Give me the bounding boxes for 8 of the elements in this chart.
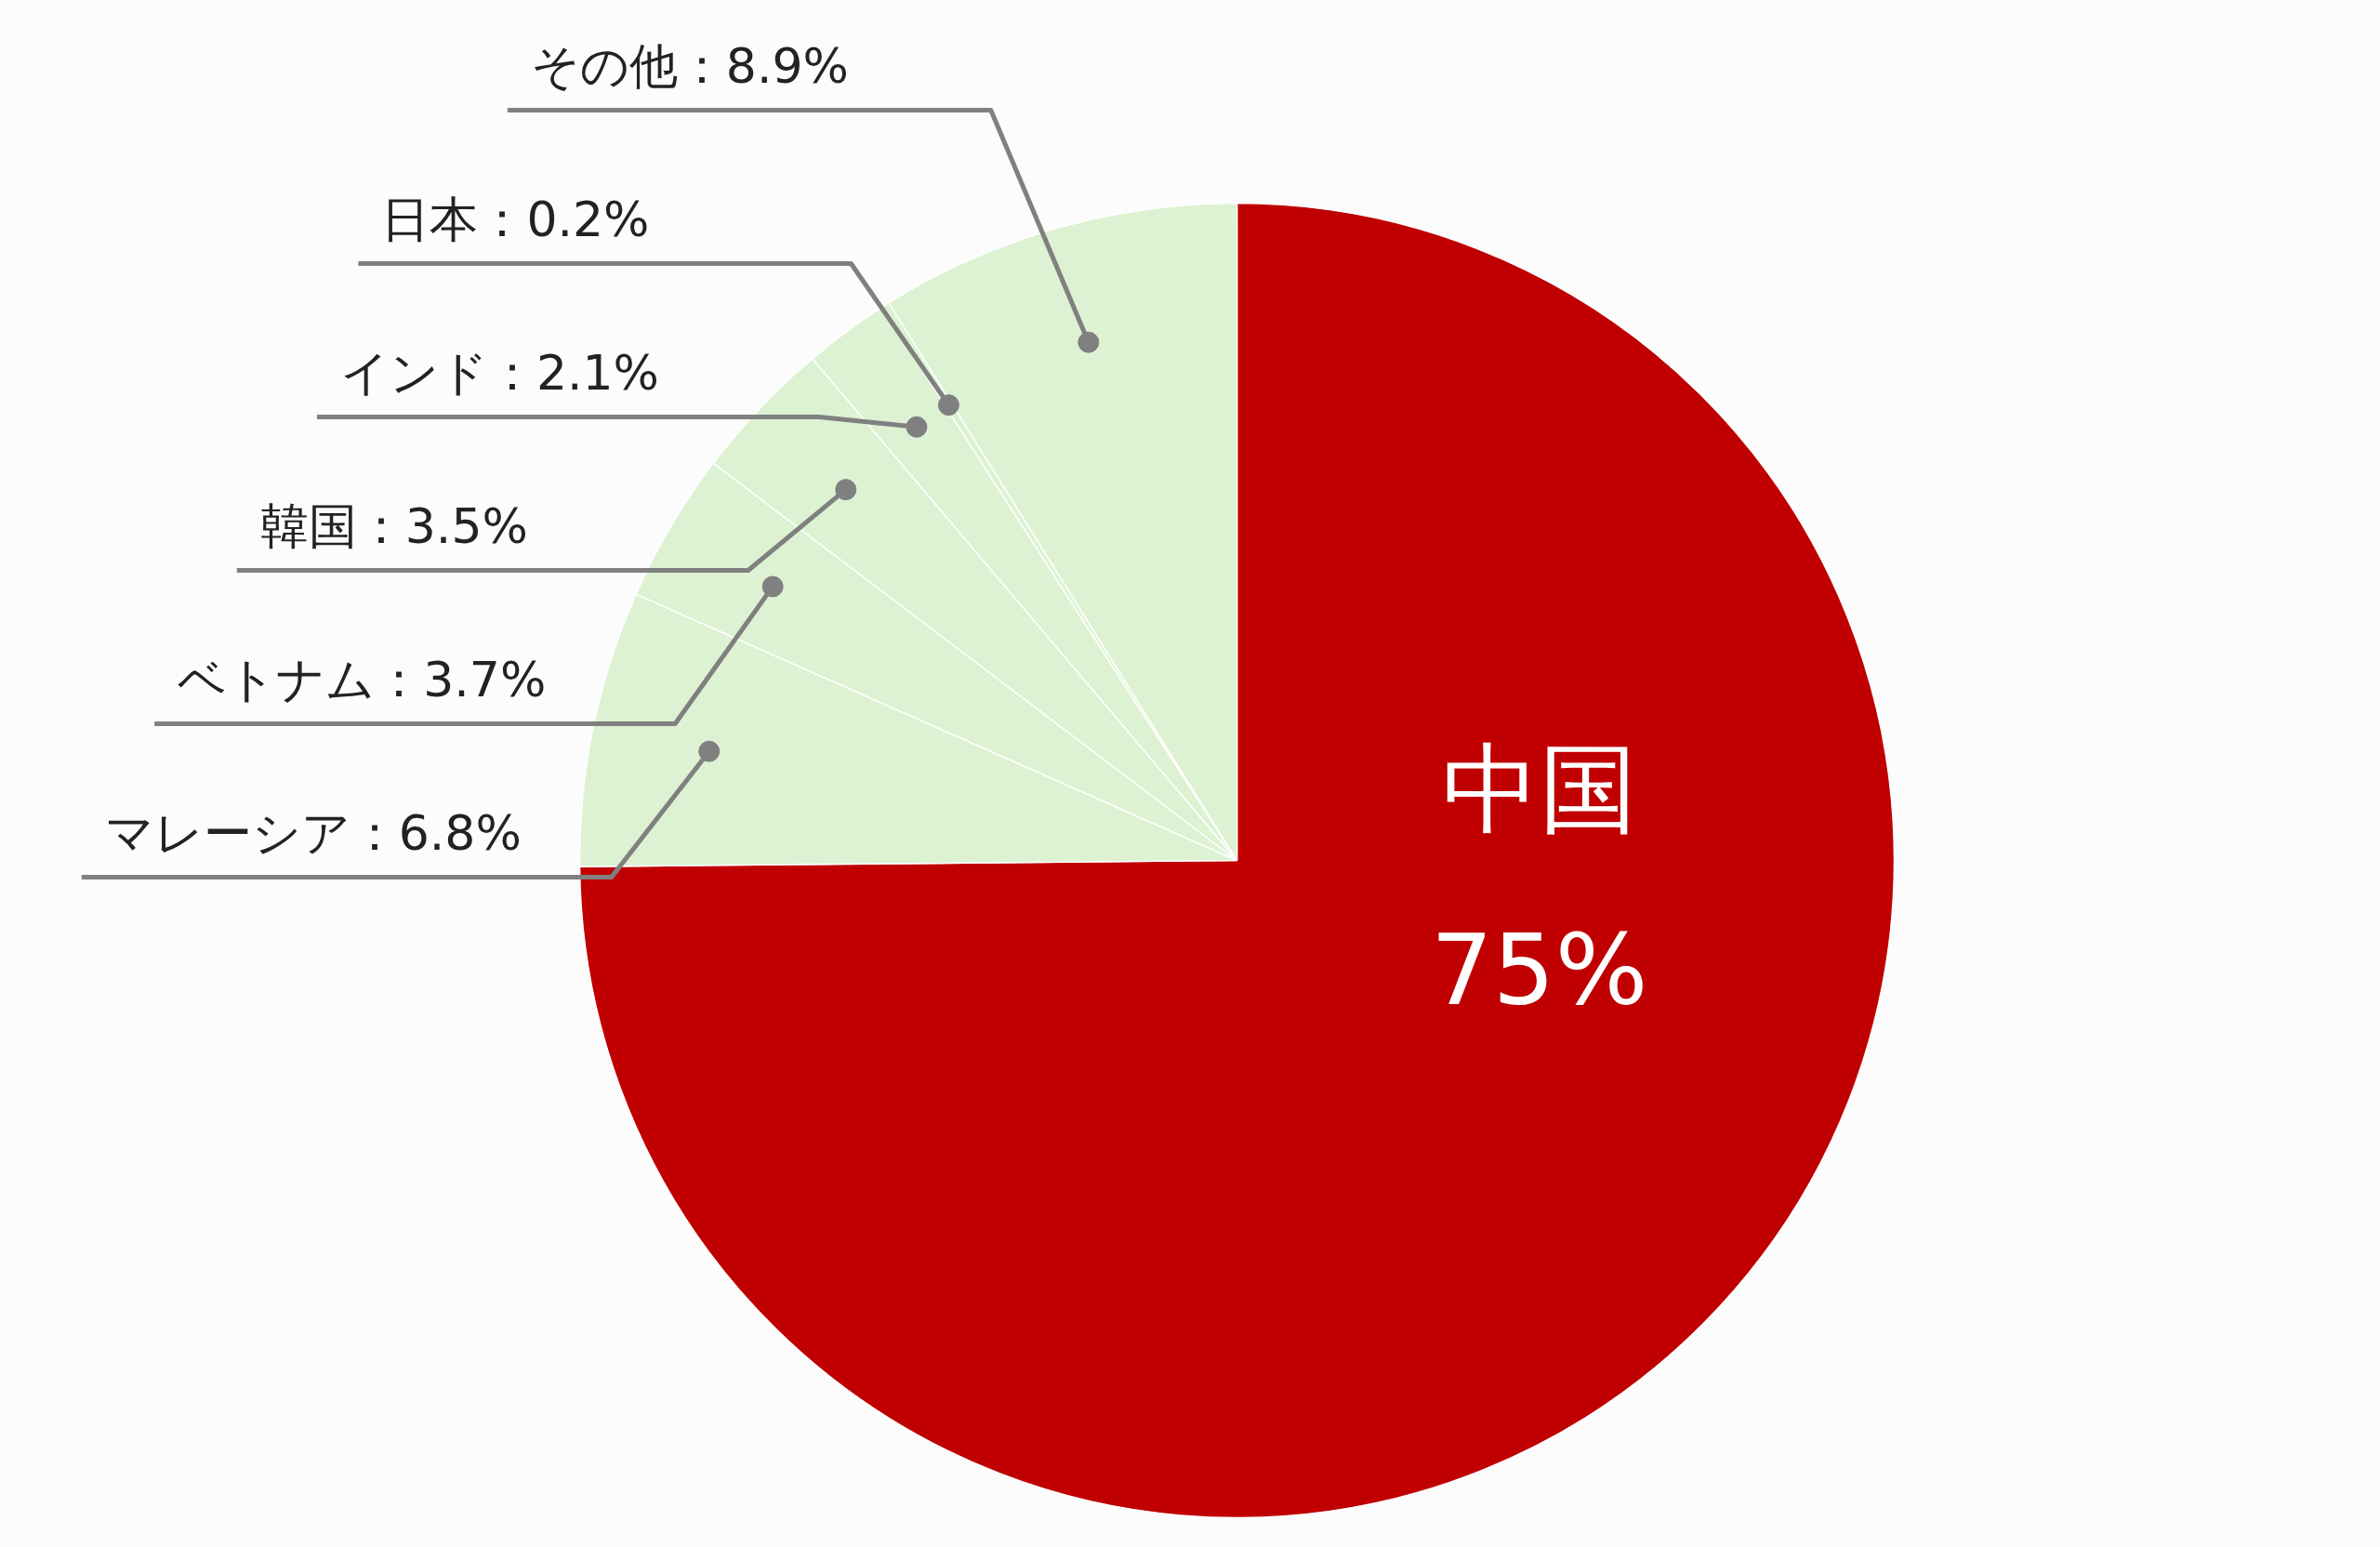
slice-label: 韓国：3.5% (259, 497, 528, 554)
data-label: 75% (1431, 914, 1648, 1028)
slice-label: マレーシア：6.8% (104, 804, 522, 861)
slice-label: インド：2.1% (339, 344, 660, 401)
slice-label: 中国 (1441, 733, 1637, 847)
slice-label: 日本：0.2% (381, 191, 650, 247)
slice-label: その他：8.9% (530, 37, 849, 94)
slice-label: ベトナム：3.7% (178, 651, 547, 707)
